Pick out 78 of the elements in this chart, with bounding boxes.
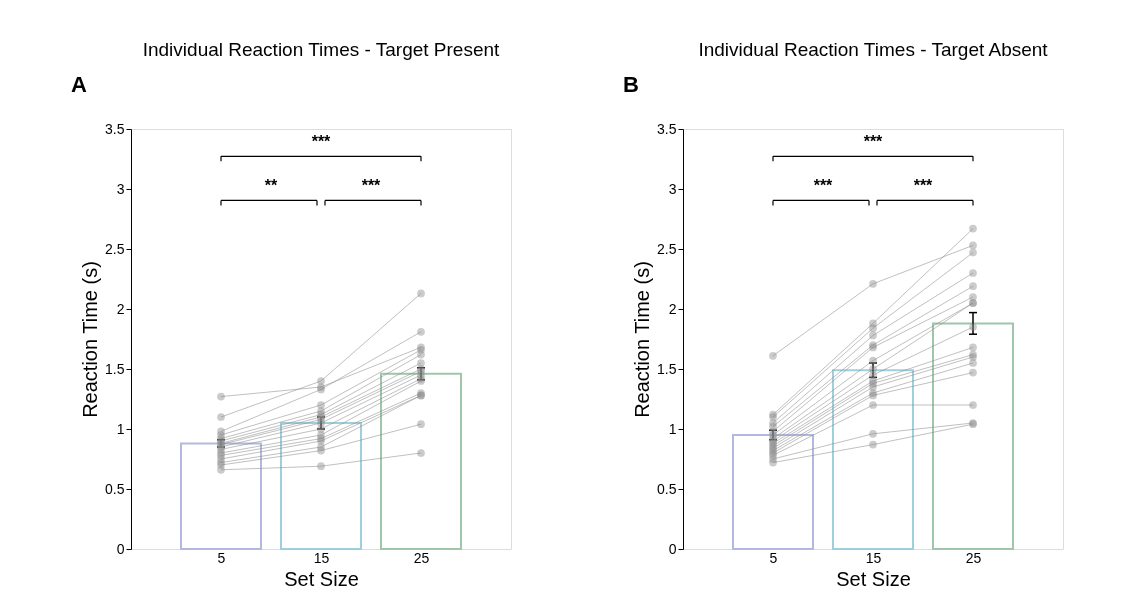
point: [969, 282, 977, 291]
y-tick-label: 3.5: [105, 120, 125, 137]
annotation: **: [264, 177, 278, 195]
point: [217, 413, 225, 421]
point: [769, 458, 777, 467]
point: [969, 359, 977, 367]
annotation: ***: [813, 177, 834, 195]
point: [869, 365, 877, 373]
point: [317, 446, 325, 455]
text: B: [623, 72, 639, 97]
chart-title: Individual Reaction Times - Target Present: [142, 39, 501, 60]
annotation: ***: [863, 133, 884, 151]
y-tick-label: 1: [668, 420, 677, 437]
y-tick-label: 2.5: [105, 240, 125, 257]
point: [969, 343, 977, 352]
bar: [732, 434, 814, 550]
y-tick-label: 0.5: [105, 480, 125, 497]
point: [969, 224, 977, 233]
y-tick-label: 3: [668, 180, 677, 197]
bar: [280, 422, 362, 550]
point: [769, 351, 777, 360]
point: [417, 359, 425, 367]
x-tick-label: 25: [965, 549, 982, 566]
point: [317, 462, 325, 471]
y-tick-label: 1.5: [105, 360, 125, 377]
x-tick-label: 15: [313, 549, 330, 566]
y-tick-label: 2: [668, 300, 677, 317]
y-tick-label: 1: [116, 420, 125, 437]
point: [317, 401, 325, 409]
y-tick-label: 0.5: [657, 480, 677, 497]
bar: [180, 442, 262, 550]
y-axis-title: Reaction Time (s): [79, 261, 102, 418]
annotation: ***: [361, 177, 382, 195]
y-axis-title: Reaction Time (s): [631, 261, 654, 418]
point: [869, 440, 877, 449]
point: [969, 323, 977, 331]
annotation: ***: [913, 177, 934, 195]
point: [869, 371, 877, 379]
point: [417, 350, 425, 359]
point: [969, 293, 977, 301]
x-axis-title: Set Size: [284, 567, 359, 590]
x-tick-label: 5: [769, 549, 778, 566]
point: [869, 356, 877, 365]
y-tick-label: 0: [668, 540, 677, 557]
x-tick-label: 5: [217, 549, 226, 566]
point: [217, 465, 225, 474]
point: [317, 377, 325, 385]
y-tick-label: 0: [116, 540, 125, 557]
x-tick-label: 15: [865, 549, 882, 566]
y-tick-label: 1.5: [657, 360, 677, 377]
bar: [380, 372, 462, 550]
point: [417, 327, 425, 336]
y-tick-label: 2: [116, 300, 125, 317]
chart-title: Individual Reaction Times - Target Absent: [698, 39, 1049, 60]
bar: [832, 369, 914, 550]
y-tick-label: 2.5: [657, 240, 677, 257]
y-tick-label: 3.5: [657, 120, 677, 137]
y-tick-label: 3: [116, 180, 125, 197]
x-axis-title: Set Size: [836, 567, 911, 590]
point: [869, 401, 877, 409]
point: [969, 241, 977, 250]
point: [969, 368, 977, 377]
point: [869, 331, 877, 340]
point: [969, 401, 977, 409]
text: A: [71, 72, 87, 97]
bar: [932, 322, 1014, 550]
annotation: ***: [311, 133, 332, 151]
point: [969, 248, 977, 257]
point: [869, 383, 877, 391]
x-tick-label: 25: [413, 549, 430, 566]
point: [869, 324, 877, 333]
point: [417, 449, 425, 457]
point: [217, 392, 225, 401]
point: [969, 269, 977, 277]
point: [869, 279, 877, 288]
point: [417, 289, 425, 298]
point: [869, 429, 877, 438]
point: [417, 420, 425, 429]
